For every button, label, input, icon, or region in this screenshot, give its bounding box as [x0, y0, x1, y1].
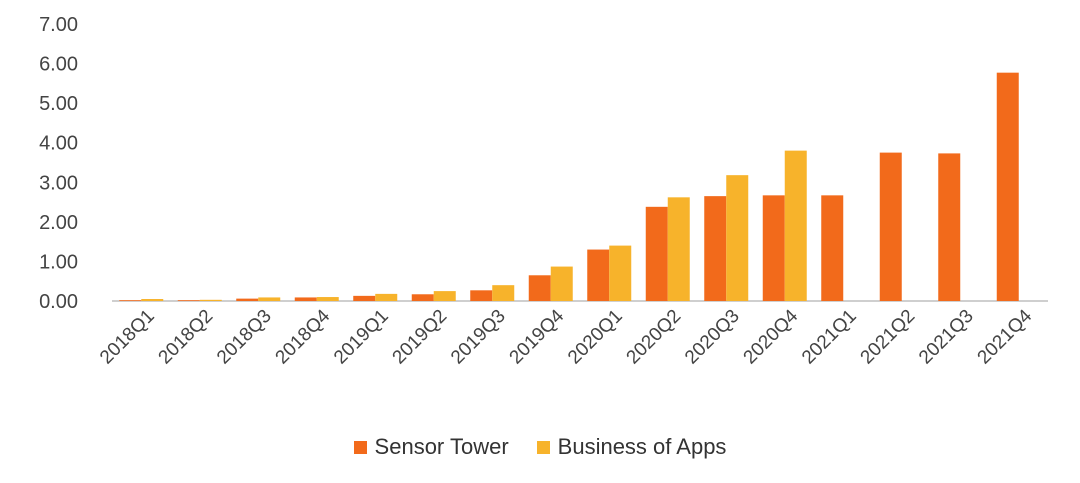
x-tick-label: 2019Q4	[506, 305, 569, 368]
legend-label-sensor-tower: Sensor Tower	[374, 434, 509, 459]
legend-swatch-business-of-apps	[536, 440, 550, 454]
x-tick-label: 2021Q2	[857, 306, 920, 369]
bar-sensor-tower-2021q2	[879, 152, 902, 301]
y-axis-ticks: 0.00 1.00 2.00 3.00 4.00 5.00 6.00 7.00	[39, 14, 78, 313]
y-tick-label: 3.00	[39, 172, 78, 194]
bar-sensor-tower-2019q4	[528, 275, 551, 301]
x-tick-label: 2020Q2	[623, 306, 686, 369]
bar-business-of-apps-2020q2	[667, 197, 690, 301]
y-tick-label: 1.00	[39, 251, 78, 273]
x-tick-label: 2020Q3	[681, 306, 744, 369]
bar-business-of-apps-2019q2	[433, 291, 456, 301]
y-tick-label: 2.00	[39, 212, 78, 234]
x-tick-label: 2021Q4	[974, 305, 1037, 368]
legend-item-sensor-tower: Sensor Tower	[353, 434, 509, 460]
x-tick-label: 2018Q3	[213, 306, 276, 369]
x-tick-label: 2018Q2	[155, 306, 218, 369]
bar-sensor-tower-2021q1	[821, 195, 844, 301]
bar-business-of-apps-2018q4	[316, 297, 339, 301]
bar-business-of-apps-2019q1	[375, 293, 398, 301]
bar-business-of-apps-2019q4	[550, 266, 573, 301]
bar-sensor-tower-2020q4	[762, 195, 785, 301]
bar-business-of-apps-2020q3	[726, 175, 749, 301]
x-tick-label: 2018Q4	[272, 305, 335, 368]
bar-business-of-apps-2018q3	[258, 297, 281, 301]
bar-sensor-tower-2018q2	[177, 300, 200, 302]
y-tick-label: 7.00	[39, 14, 78, 36]
x-tick-label: 2019Q1	[330, 306, 393, 369]
legend: Sensor Tower Business of Apps	[0, 434, 1080, 460]
bar-sensor-tower-2018q1	[119, 300, 142, 302]
bar-business-of-apps-2020q1	[609, 245, 632, 301]
x-tick-label: 2021Q3	[915, 306, 978, 369]
x-tick-label: 2021Q1	[798, 306, 861, 369]
x-tick-label: 2020Q1	[564, 306, 627, 369]
x-tick-label: 2019Q3	[447, 306, 510, 369]
x-tick-label: 2019Q2	[389, 306, 452, 369]
y-tick-label: 6.00	[39, 54, 78, 76]
legend-label-business-of-apps: Business of Apps	[557, 434, 727, 459]
bar-business-of-apps-2020q4	[784, 150, 807, 301]
y-tick-label: 4.00	[39, 133, 78, 155]
bar-sensor-tower-2021q4	[996, 72, 1019, 302]
bar-sensor-tower-2020q2	[645, 206, 668, 301]
bar-business-of-apps-2018q1	[141, 299, 164, 301]
bar-sensor-tower-2018q3	[236, 298, 259, 301]
bar-sensor-tower-2019q1	[353, 295, 376, 301]
y-tick-label: 0.00	[39, 291, 78, 313]
x-tick-label: 2020Q4	[740, 305, 803, 368]
bar-sensor-tower-2021q3	[938, 153, 961, 301]
legend-item-business-of-apps: Business of Apps	[536, 434, 727, 460]
bar-sensor-tower-2019q2	[411, 294, 434, 301]
bar-sensor-tower-2018q4	[294, 297, 317, 301]
x-tick-label: 2018Q1	[96, 306, 159, 369]
bar-sensor-tower-2020q1	[587, 249, 610, 301]
bar-sensor-tower-2019q3	[470, 290, 493, 301]
bar-business-of-apps-2018q2	[199, 299, 222, 301]
y-tick-label: 5.00	[39, 93, 78, 115]
legend-swatch-sensor-tower	[353, 440, 367, 454]
bars	[119, 72, 1019, 302]
bar-business-of-apps-2019q3	[492, 285, 515, 301]
x-axis-labels: 2018Q12018Q22018Q32018Q42019Q12019Q22019…	[96, 305, 1036, 368]
bar-sensor-tower-2020q3	[704, 196, 727, 301]
